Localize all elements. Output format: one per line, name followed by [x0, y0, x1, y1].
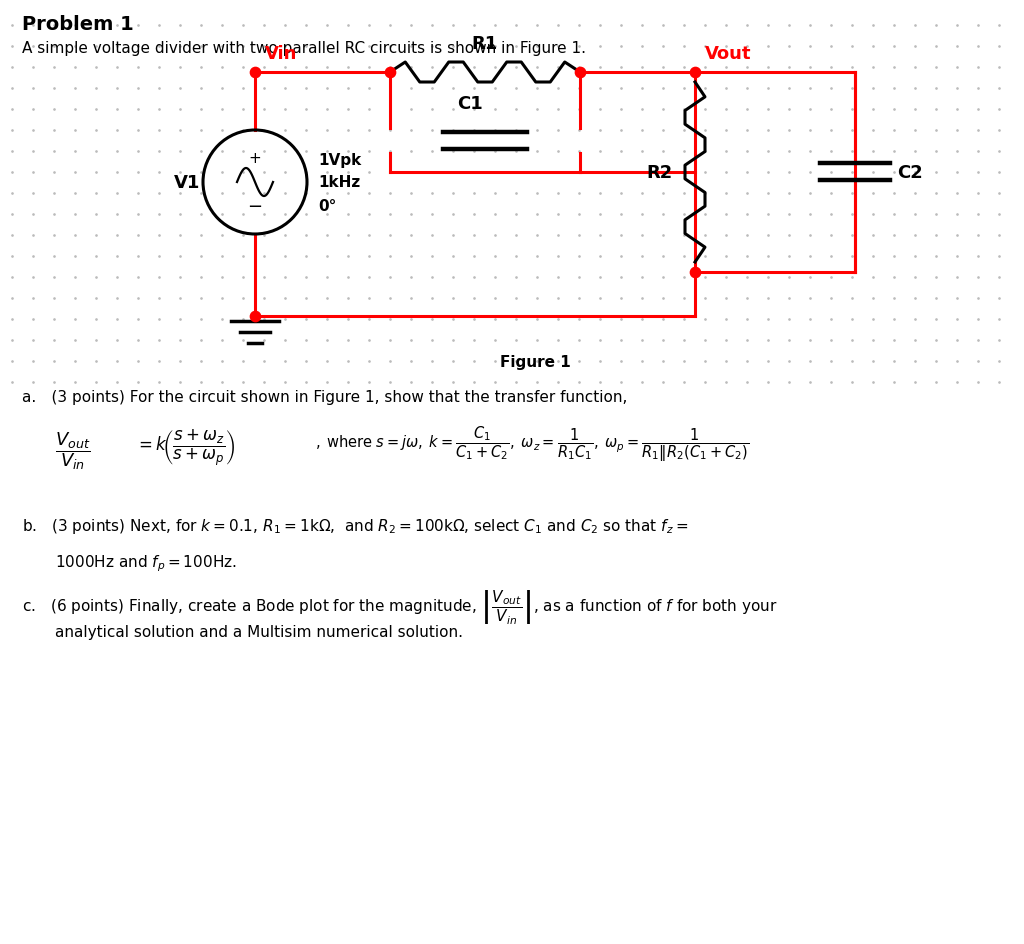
Text: c.$\quad$(6 points) Finally, create a Bode plot for the magnitude, $\left|\dfrac: c.$\quad$(6 points) Finally, create a Bo… [22, 588, 777, 627]
Text: Problem 1: Problem 1 [22, 15, 134, 34]
Point [687, 65, 703, 80]
Point [687, 265, 703, 280]
Text: analytical solution and a Multisim numerical solution.: analytical solution and a Multisim numer… [55, 624, 463, 639]
Text: Vout: Vout [705, 45, 752, 63]
Text: $\dfrac{V_{out}}{V_{in}}$: $\dfrac{V_{out}}{V_{in}}$ [55, 430, 90, 471]
Text: +: + [249, 151, 261, 166]
Point [247, 65, 263, 80]
Text: V1: V1 [174, 174, 200, 192]
Text: 1kHz: 1kHz [318, 176, 360, 191]
Text: $,\;\mathrm{where}\; s = j\omega,\; k = \dfrac{C_1}{C_1 + C_2},\; \omega_z = \df: $,\;\mathrm{where}\; s = j\omega,\; k = … [315, 425, 749, 464]
Text: C2: C2 [897, 164, 923, 182]
Text: $= k\!\left(\dfrac{s + \omega_z}{s + \omega_p}\right)$: $= k\!\left(\dfrac{s + \omega_z}{s + \om… [135, 428, 236, 468]
Point [571, 65, 588, 80]
Text: −: − [248, 198, 262, 216]
Text: b.$\quad$(3 points) Next, for $k = 0.1,\,R_1 = 1\mathrm{k}\Omega$,  and $R_2 = 1: b.$\quad$(3 points) Next, for $k = 0.1,\… [22, 516, 688, 535]
Text: C1: C1 [457, 95, 483, 113]
Point [247, 309, 263, 324]
Text: A simple voltage divider with two parallel RC circuits is shown in Figure 1.: A simple voltage divider with two parall… [22, 41, 586, 56]
Text: 1000Hz and $f_p = 100$Hz.: 1000Hz and $f_p = 100$Hz. [55, 552, 237, 573]
Text: Vin: Vin [265, 45, 297, 63]
Point [382, 65, 398, 80]
Text: Figure 1: Figure 1 [500, 355, 570, 370]
Text: a. (3 points) For the circuit shown in Figure 1, show that the transfer function: a. (3 points) For the circuit shown in F… [22, 390, 628, 405]
Text: R2: R2 [647, 164, 673, 182]
Text: R1: R1 [472, 35, 498, 53]
Text: 1Vpk: 1Vpk [318, 153, 361, 168]
Text: 0°: 0° [318, 199, 336, 214]
